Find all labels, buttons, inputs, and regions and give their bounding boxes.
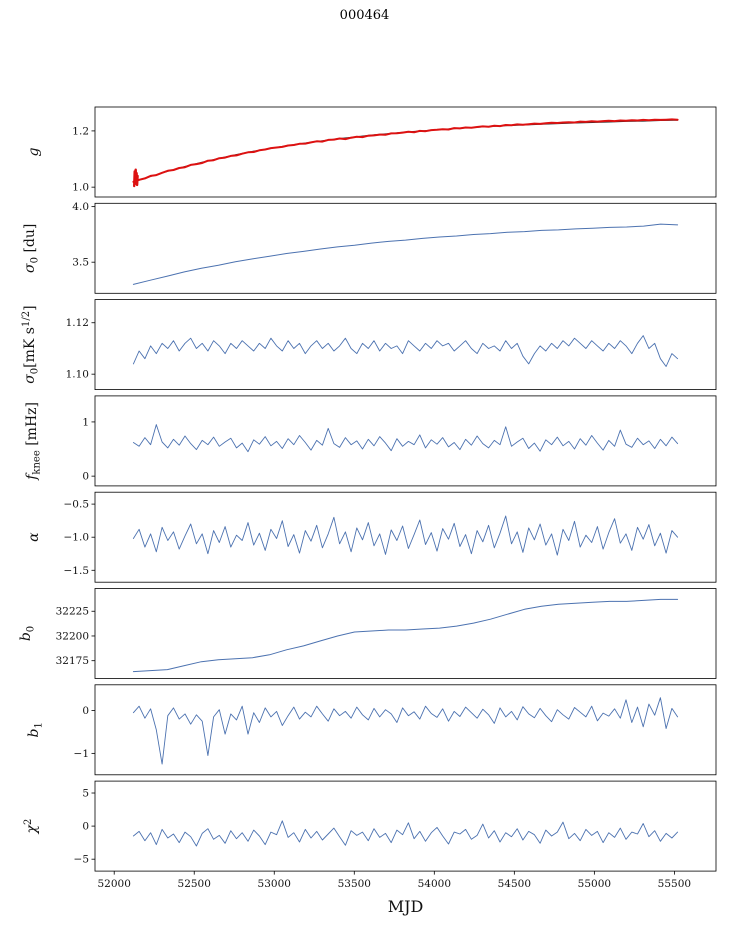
series-chi2 [132, 820, 679, 847]
series-sigma0-du [132, 223, 679, 285]
ytick-label: 32200 [56, 630, 89, 642]
ytick-label: −1.5 [64, 565, 90, 577]
panel-sigma0-mk: 1.10 1.12 σ0[mK s1/2] [21, 299, 717, 391]
axes-frame-b0 [94, 588, 717, 679]
ytick-label: 1.2 [72, 125, 89, 137]
series-fknee [132, 424, 679, 453]
panel-b0: 32175 32200 32225 b0 [18, 588, 717, 679]
ytick-label: −1 [74, 748, 89, 760]
ytick-label: 1.0 [72, 182, 89, 194]
ylabel-sigma0-du: σ0 [du] [22, 224, 41, 273]
xtick-label: 54500 [498, 878, 531, 890]
series-alpha [132, 515, 679, 556]
ytick-label: 1 [82, 416, 89, 428]
xtick-label: 53000 [258, 878, 291, 890]
ytick-label: −0.5 [64, 499, 90, 511]
ytick-label: 0 [82, 705, 89, 717]
xtick-label: 55000 [578, 878, 611, 890]
xtick-label: 55500 [658, 878, 691, 890]
ytick-label: 1.10 [66, 369, 89, 381]
ytick-label: −5 [74, 854, 89, 866]
ytick-label: −1.0 [64, 532, 90, 544]
xtick-label: 52000 [98, 878, 131, 890]
xtick-label: 52500 [178, 878, 211, 890]
axes-frame-sigma0-mk [94, 299, 717, 391]
panel-alpha: −1.5 −1.0 −0.5 α [26, 491, 717, 583]
ylabel-fknee: fknee [mHz] [24, 402, 43, 481]
ytick-label: 5 [82, 788, 89, 800]
ylabel-b1: b1 [26, 722, 45, 737]
ytick-label: 3.5 [72, 257, 89, 269]
ytick-label: 1.12 [66, 317, 89, 329]
xtick-label: 54000 [418, 878, 451, 890]
axes-frame-chi2 [94, 780, 717, 872]
series-g-measured [132, 118, 679, 183]
panel-g: 1.0 1.2 g [26, 106, 717, 198]
series-g-model [132, 119, 679, 183]
ytick-label: 0 [82, 821, 89, 833]
ytick-label: 4.0 [72, 201, 89, 213]
series-b0 [132, 598, 679, 673]
axes-frame-fknee [94, 395, 717, 487]
panel-fknee: 0 1 fknee [mHz] [24, 395, 717, 487]
ylabel-b0: b0 [18, 626, 37, 641]
axes-frame-sigma0-du [94, 202, 717, 294]
ytick-label: 0 [82, 471, 89, 483]
ytick-label: 32175 [56, 655, 89, 667]
ylabel-alpha: α [26, 532, 42, 542]
xtick-label: 53500 [338, 878, 371, 890]
panel-sigma0-du: 3.5 4.0 σ0 [du] [22, 201, 717, 294]
series-g-start-errorbar [132, 168, 139, 188]
series-sigma0-mk [132, 335, 679, 367]
axes-frame-g [94, 106, 717, 198]
panel-chi2: −5 0 5 χ2 52000 52500 53000 53500 54000 54500 5500… [23, 780, 717, 916]
ytick-label: 32225 [56, 606, 89, 618]
ylabel-g: g [26, 147, 42, 156]
series-b1 [132, 697, 679, 765]
xaxis-label: MJD [388, 897, 424, 916]
ylabel-chi2: χ2 [23, 819, 40, 835]
axes-frame-b1 [94, 684, 717, 776]
figure-title: 000464 [339, 8, 390, 23]
panel-b1: −1 0 b1 [26, 684, 717, 776]
ylabel-sigma0-mk: σ0[mK s1/2] [21, 305, 41, 383]
